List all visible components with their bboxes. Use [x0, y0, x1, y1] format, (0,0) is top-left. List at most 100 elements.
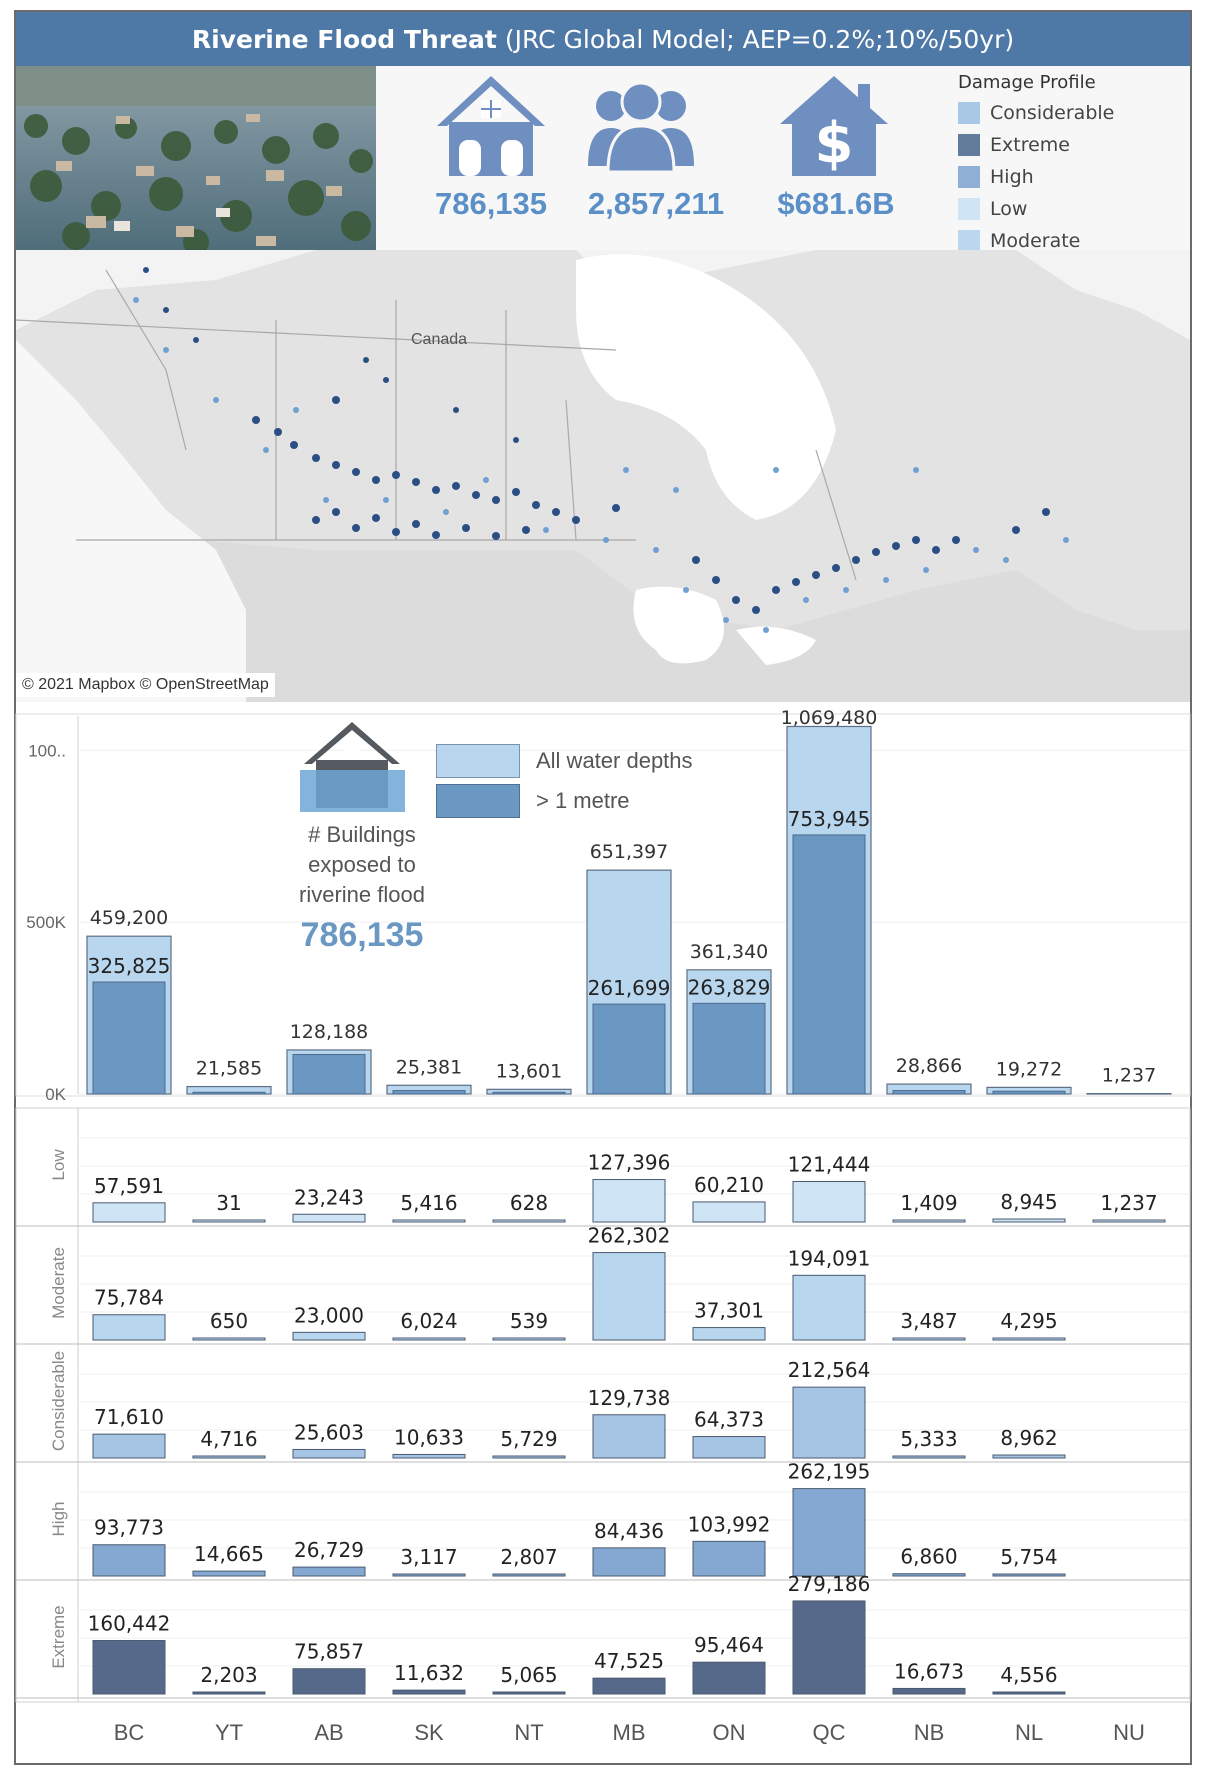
x-tick-nb: NB: [914, 1720, 945, 1745]
kpi-people: 2,857,211: [587, 186, 725, 221]
x-tick-on: ON: [713, 1720, 746, 1745]
bar-label-high: 26,729: [294, 1538, 364, 1562]
bar-low: [592, 1179, 666, 1223]
bar-label-all: 28,866: [896, 1055, 962, 1077]
bar-high: [892, 1573, 966, 1577]
legend-swatch-all: [436, 744, 520, 778]
flood-map[interactable]: Canada: [16, 250, 1190, 702]
bar-high: [292, 1566, 366, 1577]
bar-moderate: [692, 1327, 766, 1341]
bar-label-moderate: 75,784: [94, 1286, 164, 1310]
bar-considerable: [892, 1455, 966, 1459]
flood-dots-light: [133, 297, 1069, 633]
bar-label-extreme: 95,464: [694, 1633, 764, 1657]
bar-label-considerable: 64,373: [694, 1408, 764, 1432]
bar-moderate: [892, 1337, 966, 1341]
bar-high: [192, 1570, 266, 1577]
bar-label-considerable: 129,738: [588, 1386, 671, 1410]
bar-extreme: [192, 1691, 266, 1695]
legend-item-considerable[interactable]: Considerable: [958, 97, 1178, 129]
bar-low: [692, 1201, 766, 1223]
bar-label-high: 262,195: [788, 1460, 871, 1484]
bar-over-1m: [192, 1091, 266, 1095]
bar-label-moderate: 6,024: [400, 1309, 457, 1333]
bar-label-low: 121,444: [788, 1153, 871, 1177]
chart-title-line-2: exposed to: [308, 852, 416, 877]
bar-over-1m: [92, 981, 166, 1095]
bar-low: [792, 1181, 866, 1223]
bar-low: [1092, 1219, 1166, 1223]
bar-label-high: 84,436: [594, 1519, 664, 1543]
bar-low: [392, 1219, 466, 1223]
x-tick-sk: SK: [414, 1720, 444, 1745]
bar-label-moderate: 37,301: [694, 1299, 764, 1323]
house-icon: [437, 76, 545, 176]
bar-extreme: [92, 1640, 166, 1695]
bar-low: [92, 1202, 166, 1223]
bar-label-high: 2,807: [500, 1545, 557, 1569]
bar-label-high: 93,773: [94, 1516, 164, 1540]
chart-title-block: # Buildings exposed to riverine flood 78…: [262, 820, 462, 952]
bar-label-over-1m: 263,829: [688, 975, 771, 999]
bar-extreme: [292, 1668, 366, 1695]
bar-over-1m: [992, 1090, 1066, 1095]
legend-item-low[interactable]: Low: [958, 193, 1178, 225]
bar-label-low: 8,945: [1000, 1190, 1057, 1214]
legend-title: Damage Profile: [958, 72, 1096, 93]
bar-label-low: 23,243: [294, 1185, 364, 1209]
bar-label-extreme: 279,186: [788, 1572, 871, 1596]
bar-label-all: 21,585: [196, 1058, 262, 1080]
bar-label-high: 6,860: [900, 1545, 957, 1569]
bar-high: [692, 1540, 766, 1577]
bar-label-low: 57,591: [94, 1174, 164, 1198]
bar-label-extreme: 11,632: [394, 1661, 464, 1685]
legend-item-high[interactable]: High: [958, 161, 1178, 193]
great-lakes: [633, 586, 724, 664]
x-tick-bc: BC: [114, 1720, 145, 1745]
bar-low: [992, 1218, 1066, 1223]
bar-extreme: [692, 1661, 766, 1695]
bar-high: [92, 1544, 166, 1577]
kpi-buildings: 786,135: [434, 186, 548, 221]
bar-extreme: [992, 1691, 1066, 1695]
bar-moderate: [992, 1337, 1066, 1341]
bar-extreme: [492, 1691, 566, 1695]
flooded-house-icon: [300, 722, 405, 812]
x-tick-nu: NU: [1113, 1720, 1145, 1745]
legend-item-extreme[interactable]: Extreme: [958, 129, 1178, 161]
bar-label-high: 5,754: [1000, 1545, 1057, 1569]
dashboard-frame: [14, 10, 1192, 1765]
bar-label-all: 459,200: [90, 907, 169, 929]
bar-label-all: 13,601: [496, 1060, 562, 1082]
legend-label: Low: [990, 198, 1028, 220]
bar-considerable: [192, 1455, 266, 1459]
bar-extreme: [892, 1687, 966, 1695]
bar-label-extreme: 160,442: [88, 1612, 171, 1636]
chart-title-line-1: # Buildings: [308, 822, 416, 847]
legend-label: Extreme: [990, 134, 1070, 156]
bar-label-considerable: 4,716: [200, 1427, 257, 1451]
chart-title-line-3: riverine flood: [299, 882, 425, 907]
bar-label-low: 1,237: [1100, 1191, 1157, 1215]
bar-over-1m: [592, 1003, 666, 1095]
bar-considerable: [292, 1448, 366, 1459]
bar-over-1m: [792, 834, 866, 1095]
bar-label-extreme: 4,556: [1000, 1663, 1057, 1687]
bar-extreme: [592, 1677, 666, 1695]
bar-extreme: [792, 1600, 866, 1695]
bar-label-over-1m: 753,945: [788, 807, 871, 831]
bar-over-1m: [892, 1090, 966, 1095]
legend-label: Moderate: [990, 230, 1081, 252]
legend-swatch: [958, 230, 980, 252]
dollar-house-icon: $: [780, 76, 888, 176]
bar-moderate: [792, 1274, 866, 1341]
bar-considerable: [792, 1386, 866, 1459]
legend-item-moderate[interactable]: Moderate: [958, 225, 1178, 257]
title-bar: Riverine Flood Threat (JRC Global Model;…: [16, 12, 1190, 66]
bar-label-moderate: 3,487: [900, 1309, 957, 1333]
us-region: [76, 530, 1190, 702]
bar-label-moderate: 650: [210, 1309, 248, 1333]
bar-label-extreme: 2,203: [200, 1663, 257, 1687]
damage-legend: Damage Profile Considerable Extreme High…: [958, 72, 1178, 257]
